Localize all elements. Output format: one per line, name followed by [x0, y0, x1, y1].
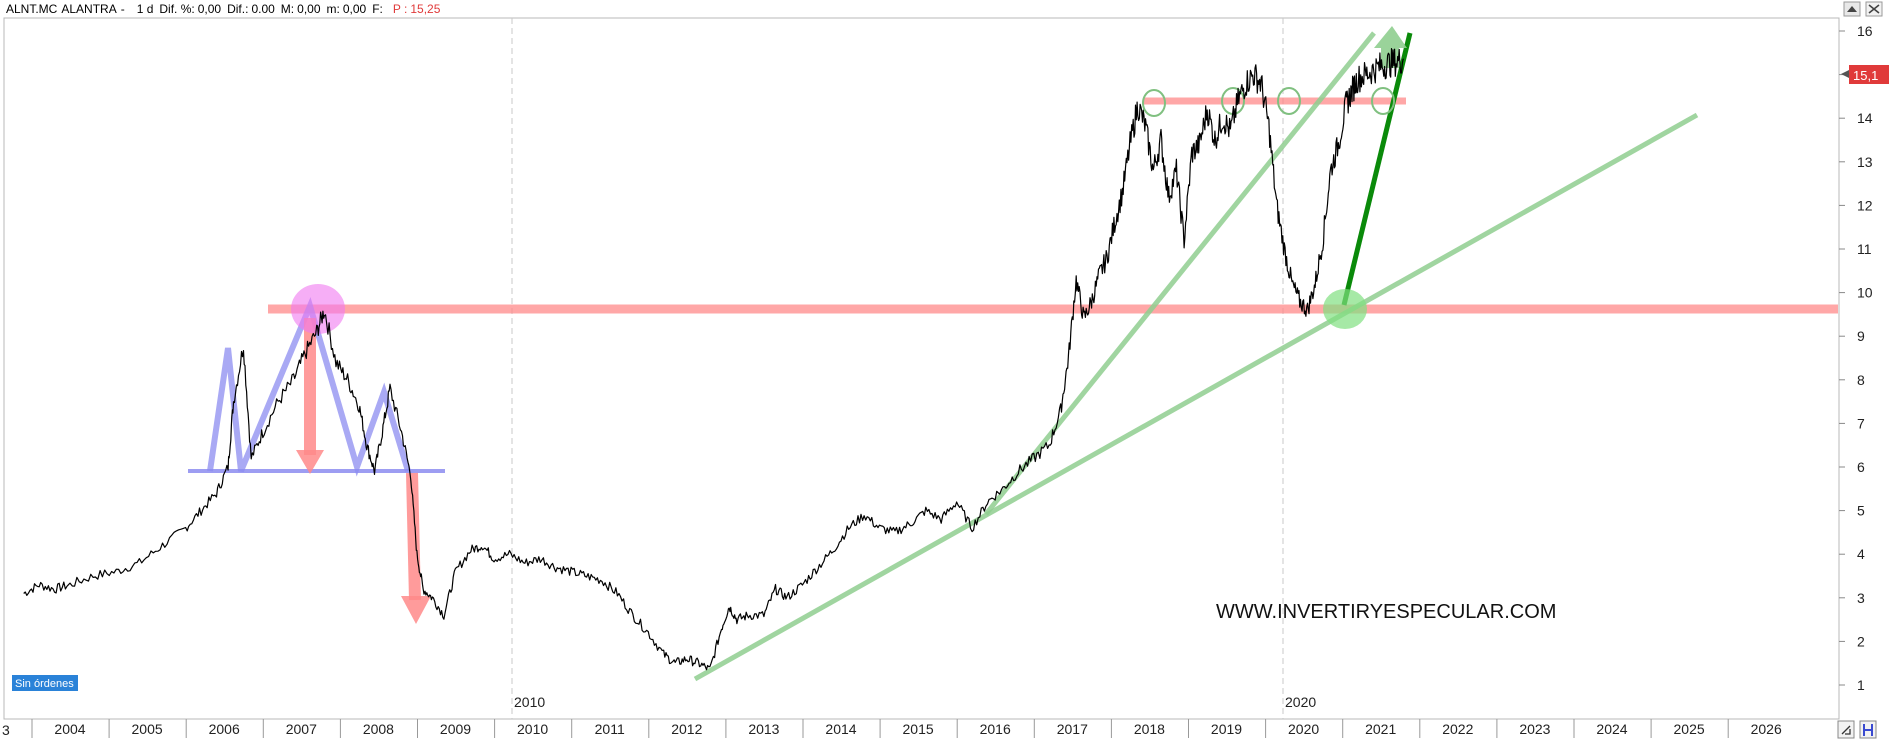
x-tick-label: 2011: [595, 721, 625, 737]
head-highlight-circle: [291, 284, 345, 334]
x-tick-label: 2004: [54, 721, 85, 737]
top-circle-4: [1371, 87, 1395, 115]
y-tick-label: 8: [1857, 372, 1865, 388]
orders-badge[interactable]: [12, 675, 78, 691]
x-tick-label: 2007: [286, 721, 317, 737]
x-tick-label: 2019: [1211, 721, 1242, 737]
decade-label-2010: 2010: [514, 694, 545, 710]
x-tick-label: 2016: [980, 721, 1011, 737]
x-tick-label: 2026: [1751, 721, 1782, 737]
y-tick-label: 11: [1857, 241, 1872, 257]
steep-trendline: [984, 31, 1376, 516]
caret-up-icon: [1847, 6, 1857, 12]
recovery-trendline: [1341, 32, 1413, 306]
x-tick-label: 2005: [132, 721, 163, 737]
history-icon: [1863, 724, 1873, 736]
scale-icon: [1841, 725, 1851, 735]
bottom-highlight-circle: [1323, 289, 1367, 329]
y-tick-label: 13: [1857, 154, 1873, 170]
price-pointer-icon: [1841, 70, 1849, 78]
last-price-label: 15,1: [1853, 68, 1878, 83]
x-tick-label: 2010: [517, 721, 548, 737]
analysis-drawings: [188, 26, 1838, 682]
x-tick-label: 2008: [363, 721, 394, 737]
x-tick-label: 2024: [1596, 721, 1627, 737]
left-edge-label: 3: [2, 722, 10, 738]
y-tick-label: 4: [1857, 546, 1865, 562]
x-tick-label: 2006: [209, 721, 240, 737]
y-tick-label: 12: [1857, 197, 1873, 213]
x-tick-label: 2012: [671, 721, 702, 737]
orders-badge-label: Sin órdenes: [15, 678, 74, 690]
y-tick-label: 3: [1857, 590, 1865, 606]
y-tick-label: 5: [1857, 503, 1865, 519]
y-axis-ticks: 12345678910111213141516: [1839, 23, 1873, 693]
x-tick-label: 2017: [1057, 721, 1088, 737]
plot-frame: [3, 17, 1840, 720]
close-icon: [1868, 4, 1880, 14]
x-tick-label: 2021: [1365, 721, 1396, 737]
price-series-line: [23, 47, 1404, 671]
x-axis-ticks: 2004 2005 2006 2007 2008 2009 2010 2011 2012 2013…: [31, 719, 1782, 738]
x-tick-label: 2022: [1442, 721, 1473, 737]
x-tick-label: 2014: [825, 721, 856, 737]
x-tick-label: 2013: [748, 721, 779, 737]
y-tick-label: 16: [1857, 23, 1873, 39]
y-tick-label: 14: [1857, 110, 1873, 126]
x-tick-label: 2020: [1288, 721, 1319, 737]
y-tick-label: 7: [1857, 415, 1865, 431]
website-watermark: WWW.INVERTIRYESPECULAR.COM: [1216, 601, 1556, 623]
x-tick-label: 2018: [1134, 721, 1165, 737]
breakdown-arrow-head: [401, 596, 431, 624]
top-circle-1: [1142, 89, 1166, 117]
y-tick-label: 6: [1857, 459, 1865, 475]
y-tick-label: 2: [1857, 633, 1865, 649]
decade-label-2020: 2020: [1285, 694, 1316, 710]
y-tick-label: 9: [1857, 328, 1865, 344]
x-tick-label: 2015: [903, 721, 934, 737]
target-arrow-head: [296, 450, 324, 474]
x-tick-label: 2009: [440, 721, 471, 737]
x-tick-label: 2023: [1519, 721, 1550, 737]
long-term-trendline: [693, 112, 1699, 682]
y-tick-label: 1: [1857, 677, 1865, 693]
chart-header: ALNT.MC ALANTRA -1 d Dif. %: 0,00 Dif.: 0.00 M:…: [6, 2, 441, 16]
y-tick-label: 10: [1857, 285, 1873, 301]
top-circle-3: [1277, 87, 1301, 115]
x-tick-label: 2025: [1674, 721, 1705, 737]
last-price-badge: [1849, 65, 1889, 84]
